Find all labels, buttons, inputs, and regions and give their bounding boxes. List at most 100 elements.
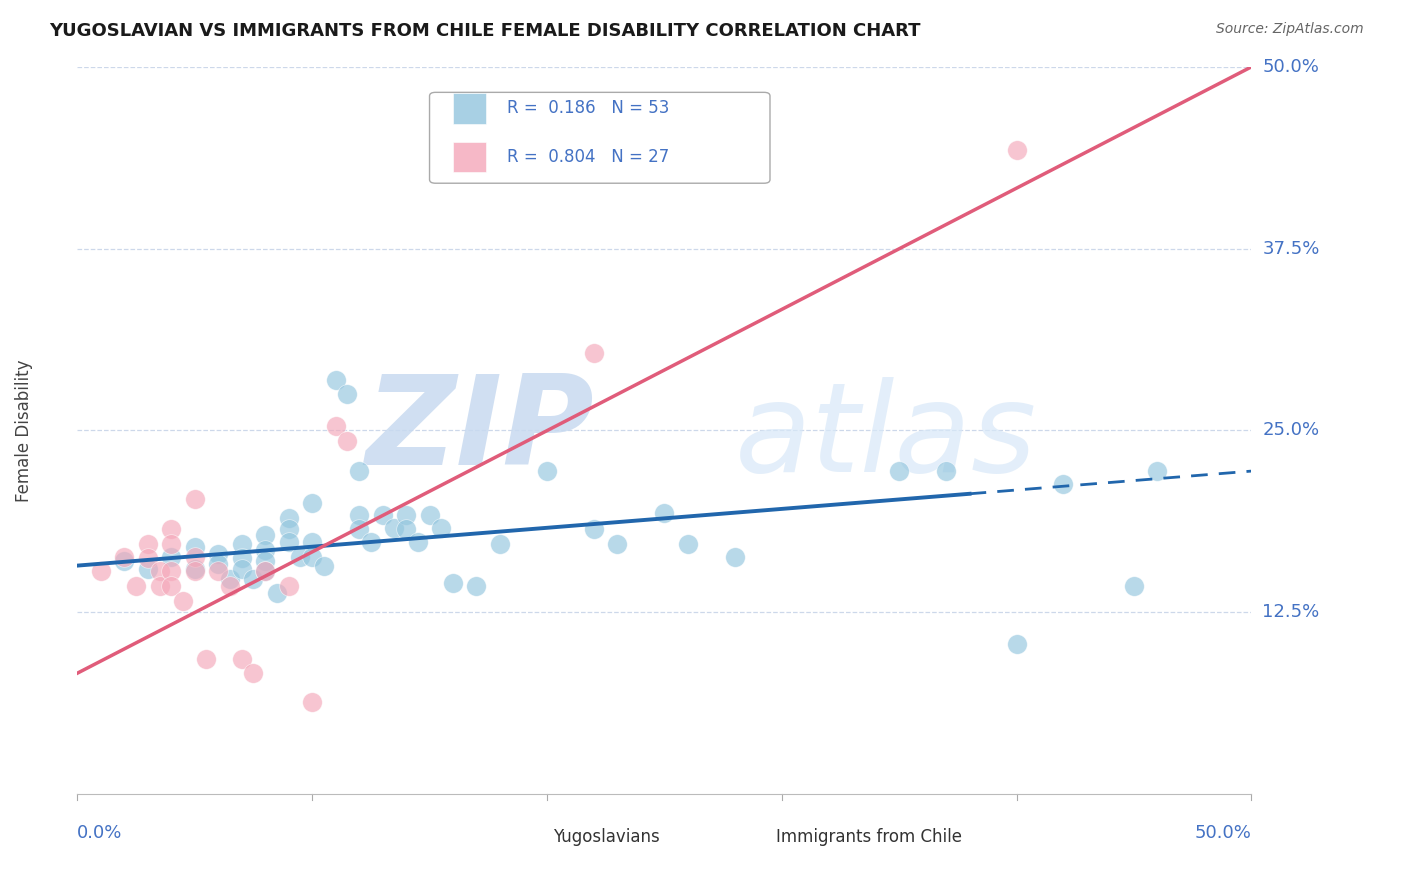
- Point: [160, 579, 183, 593]
- Point: [347, 508, 370, 522]
- Point: [112, 554, 135, 568]
- Text: atlas: atlas: [735, 377, 1036, 498]
- Text: Source: ZipAtlas.com: Source: ZipAtlas.com: [1216, 22, 1364, 37]
- Point: [219, 579, 242, 593]
- Point: [183, 565, 207, 579]
- Point: [336, 387, 359, 401]
- Point: [290, 549, 312, 564]
- Text: Yugoslavians: Yugoslavians: [553, 828, 659, 846]
- Point: [1005, 143, 1028, 157]
- FancyBboxPatch shape: [453, 93, 486, 124]
- Point: [347, 464, 370, 478]
- FancyBboxPatch shape: [735, 825, 761, 848]
- Text: ZIP: ZIP: [366, 370, 593, 491]
- Text: 12.5%: 12.5%: [1263, 603, 1320, 621]
- Point: [724, 549, 747, 564]
- Point: [582, 346, 605, 360]
- Point: [136, 537, 159, 551]
- Point: [301, 695, 323, 709]
- Text: Immigrants from Chile: Immigrants from Chile: [776, 828, 962, 846]
- Point: [148, 565, 170, 579]
- Point: [183, 549, 207, 564]
- Point: [183, 561, 207, 575]
- Point: [242, 572, 264, 586]
- Point: [277, 522, 299, 536]
- Point: [136, 561, 159, 575]
- Point: [254, 542, 277, 557]
- Point: [325, 372, 347, 386]
- Point: [676, 537, 699, 551]
- Text: R =  0.804   N = 27: R = 0.804 N = 27: [508, 148, 669, 166]
- Point: [606, 537, 628, 551]
- Point: [395, 522, 418, 536]
- Point: [125, 579, 148, 593]
- Point: [242, 666, 264, 681]
- Point: [183, 540, 207, 554]
- Point: [254, 528, 277, 542]
- Point: [160, 522, 183, 536]
- Point: [395, 508, 418, 522]
- Point: [231, 561, 253, 575]
- Text: 0.0%: 0.0%: [77, 824, 122, 842]
- Point: [536, 464, 558, 478]
- Point: [266, 586, 288, 600]
- Point: [277, 579, 299, 593]
- Point: [231, 551, 253, 566]
- Point: [889, 464, 911, 478]
- Point: [1052, 477, 1074, 491]
- Point: [183, 491, 207, 506]
- Point: [254, 565, 277, 579]
- Point: [430, 521, 453, 535]
- Point: [312, 558, 335, 573]
- Point: [136, 551, 159, 566]
- Point: [172, 593, 194, 607]
- Text: R =  0.186   N = 53: R = 0.186 N = 53: [508, 99, 669, 118]
- Point: [582, 522, 605, 536]
- FancyBboxPatch shape: [512, 825, 538, 848]
- Point: [207, 547, 229, 561]
- Point: [406, 535, 429, 549]
- Point: [90, 565, 112, 579]
- Text: 50.0%: 50.0%: [1195, 824, 1251, 842]
- Point: [419, 508, 441, 522]
- Point: [301, 549, 323, 564]
- Point: [277, 535, 299, 549]
- Point: [1005, 637, 1028, 651]
- Point: [231, 651, 253, 665]
- Point: [371, 508, 394, 522]
- Point: [112, 549, 135, 564]
- Point: [219, 572, 242, 586]
- Text: YUGOSLAVIAN VS IMMIGRANTS FROM CHILE FEMALE DISABILITY CORRELATION CHART: YUGOSLAVIAN VS IMMIGRANTS FROM CHILE FEM…: [49, 22, 921, 40]
- Text: Female Disability: Female Disability: [15, 359, 34, 501]
- Text: 50.0%: 50.0%: [1263, 58, 1319, 76]
- FancyBboxPatch shape: [430, 93, 770, 183]
- Point: [148, 579, 170, 593]
- Point: [336, 434, 359, 448]
- Point: [277, 510, 299, 524]
- Point: [441, 576, 464, 591]
- FancyBboxPatch shape: [453, 142, 486, 172]
- Point: [207, 565, 229, 579]
- Point: [195, 651, 218, 665]
- Point: [325, 419, 347, 434]
- Point: [160, 549, 183, 564]
- Point: [382, 521, 405, 535]
- Point: [360, 535, 382, 549]
- Point: [254, 565, 277, 579]
- Point: [465, 579, 488, 593]
- Point: [231, 537, 253, 551]
- Point: [254, 554, 277, 568]
- Point: [347, 522, 370, 536]
- Point: [160, 565, 183, 579]
- Point: [207, 557, 229, 571]
- Text: 25.0%: 25.0%: [1263, 421, 1320, 440]
- Point: [1122, 579, 1144, 593]
- Point: [301, 535, 323, 549]
- Point: [489, 537, 512, 551]
- Point: [301, 496, 323, 510]
- Point: [1146, 464, 1168, 478]
- Point: [160, 537, 183, 551]
- Point: [652, 506, 676, 520]
- Point: [935, 464, 957, 478]
- Text: 37.5%: 37.5%: [1263, 240, 1320, 258]
